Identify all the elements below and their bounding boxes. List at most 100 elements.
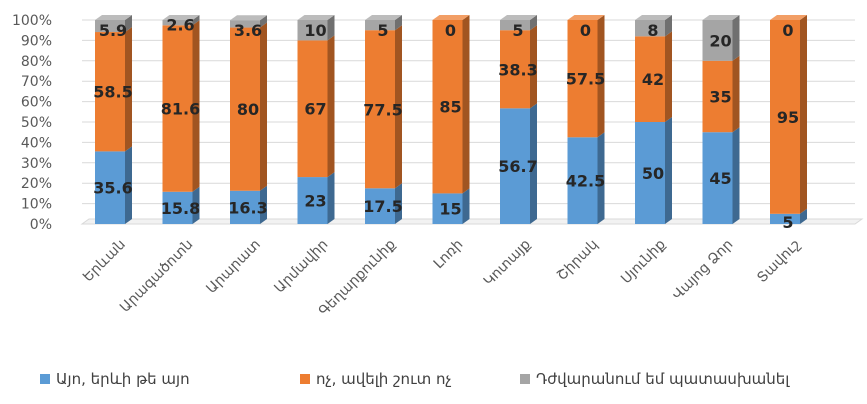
- bar-segment-front: [635, 36, 665, 122]
- data-label: 3.6: [234, 21, 262, 40]
- data-label: 20: [709, 31, 731, 50]
- y-tick-label: 40%: [21, 135, 52, 151]
- bar-segment-side: [260, 185, 267, 224]
- data-label: 85: [439, 98, 461, 117]
- bar-segment-side: [125, 146, 132, 224]
- bar-segment-front: [432, 193, 463, 224]
- x-category-label: Արարատ: [203, 237, 263, 297]
- data-label: 5: [782, 213, 793, 232]
- bar-segment-side: [732, 55, 740, 133]
- legend-label: Այո, երևի թե այո: [56, 370, 190, 388]
- bar-top-face: [162, 15, 200, 20]
- bar-segment-front: [230, 27, 260, 191]
- legend-swatch: [40, 374, 50, 384]
- data-label: 35: [709, 88, 731, 107]
- bar-segment-front: [297, 20, 328, 41]
- bar-segment-side: [530, 25, 537, 109]
- bar-segment-side: [260, 15, 267, 28]
- data-label: 5: [512, 21, 523, 40]
- bar-segment-side: [732, 127, 740, 224]
- y-tick-label: 10%: [21, 197, 52, 213]
- bar-segment-front: [162, 191, 193, 224]
- data-label: 50: [642, 164, 664, 183]
- data-label: 10: [304, 21, 326, 40]
- bar-top-face: [635, 15, 672, 20]
- data-label: 17.5: [363, 197, 402, 216]
- data-label: 0: [782, 21, 793, 40]
- y-tick-label: 30%: [21, 156, 52, 172]
- x-category-label: Սյունիք: [618, 236, 669, 287]
- y-tick-label: 0%: [30, 217, 52, 233]
- bar-top-face: [432, 15, 470, 20]
- bar-top-face: [95, 15, 132, 20]
- bar-segment-side: [462, 188, 470, 224]
- bar-segment-side: [597, 132, 605, 224]
- bar-segment-front: [95, 32, 125, 152]
- bar-segment-front: [500, 30, 530, 109]
- data-label: 45: [709, 169, 731, 188]
- bar-segment-front: [297, 177, 328, 224]
- data-label: 5: [377, 21, 388, 40]
- data-label: 15.8: [161, 199, 200, 218]
- y-tick-label: 20%: [21, 176, 52, 192]
- bar-segment-front: [500, 108, 530, 224]
- bar-segment-front: [770, 20, 800, 214]
- bar-top-face: [297, 15, 335, 20]
- bar-segment-side: [462, 15, 470, 194]
- legend-swatch: [520, 374, 530, 384]
- data-label: 80: [237, 100, 259, 119]
- data-label: 57.5: [566, 70, 605, 89]
- bar-segment-side: [327, 172, 335, 224]
- data-label: 67: [304, 100, 326, 119]
- bar-segment-side: [665, 15, 672, 37]
- bar-segment-front: [635, 20, 665, 37]
- x-category-label: Կոտայք: [481, 236, 534, 289]
- bar-segment-front: [297, 40, 328, 178]
- data-label: 8: [647, 21, 658, 40]
- bar-segment-front: [162, 20, 193, 26]
- bar-top-face: [567, 15, 605, 20]
- bar-segment-side: [192, 20, 200, 192]
- chart-floor: [80, 218, 864, 225]
- bar-segment-front: [432, 20, 463, 194]
- bar-segment-side: [530, 15, 537, 31]
- data-label: 23: [304, 192, 326, 211]
- bar-top-face: [500, 15, 537, 20]
- x-category-label: Երևան: [80, 237, 129, 286]
- data-label: 38.3: [498, 60, 537, 79]
- bar-top-face: [702, 15, 740, 20]
- bar-segment-front: [500, 20, 530, 31]
- y-tick-label: 80%: [21, 54, 52, 70]
- data-label: 2.6: [166, 16, 194, 35]
- legend-label: Դժվարանում եմ պատասխանել: [536, 370, 790, 388]
- x-category-label: Տավուշ: [754, 237, 804, 287]
- legend-label: ոչ, ավելի շուտ ոչ: [316, 370, 452, 388]
- x-category-label: Արմավիր: [271, 237, 331, 297]
- x-category-label: Արագածոտն: [117, 237, 196, 316]
- data-label: 0: [445, 21, 456, 40]
- bar-segment-front: [365, 20, 395, 31]
- data-label: 35.6: [93, 179, 132, 198]
- data-label: 95: [777, 108, 799, 127]
- y-tick-label: 90%: [21, 33, 52, 49]
- bar-segment-side: [395, 183, 402, 224]
- bar-segment-side: [597, 15, 605, 138]
- bar-segment-side: [125, 15, 132, 33]
- x-category-label: Լոռի: [431, 237, 467, 273]
- bar-segment-front: [567, 137, 598, 224]
- y-tick-label: 100%: [12, 13, 52, 29]
- bar-segment-side: [800, 15, 807, 214]
- bar-segment-side: [327, 35, 335, 178]
- bar-segment-side: [260, 22, 267, 191]
- bar-top-face: [230, 15, 267, 21]
- data-label: 56.7: [498, 157, 537, 176]
- bar-segment-front: [567, 20, 598, 138]
- bar-segment-front: [230, 190, 260, 224]
- data-label: 42.5: [566, 172, 605, 191]
- bar-segment-side: [192, 15, 200, 26]
- data-label: 77.5: [363, 100, 402, 119]
- data-label: 81.6: [161, 100, 200, 119]
- data-label: 42: [642, 70, 664, 89]
